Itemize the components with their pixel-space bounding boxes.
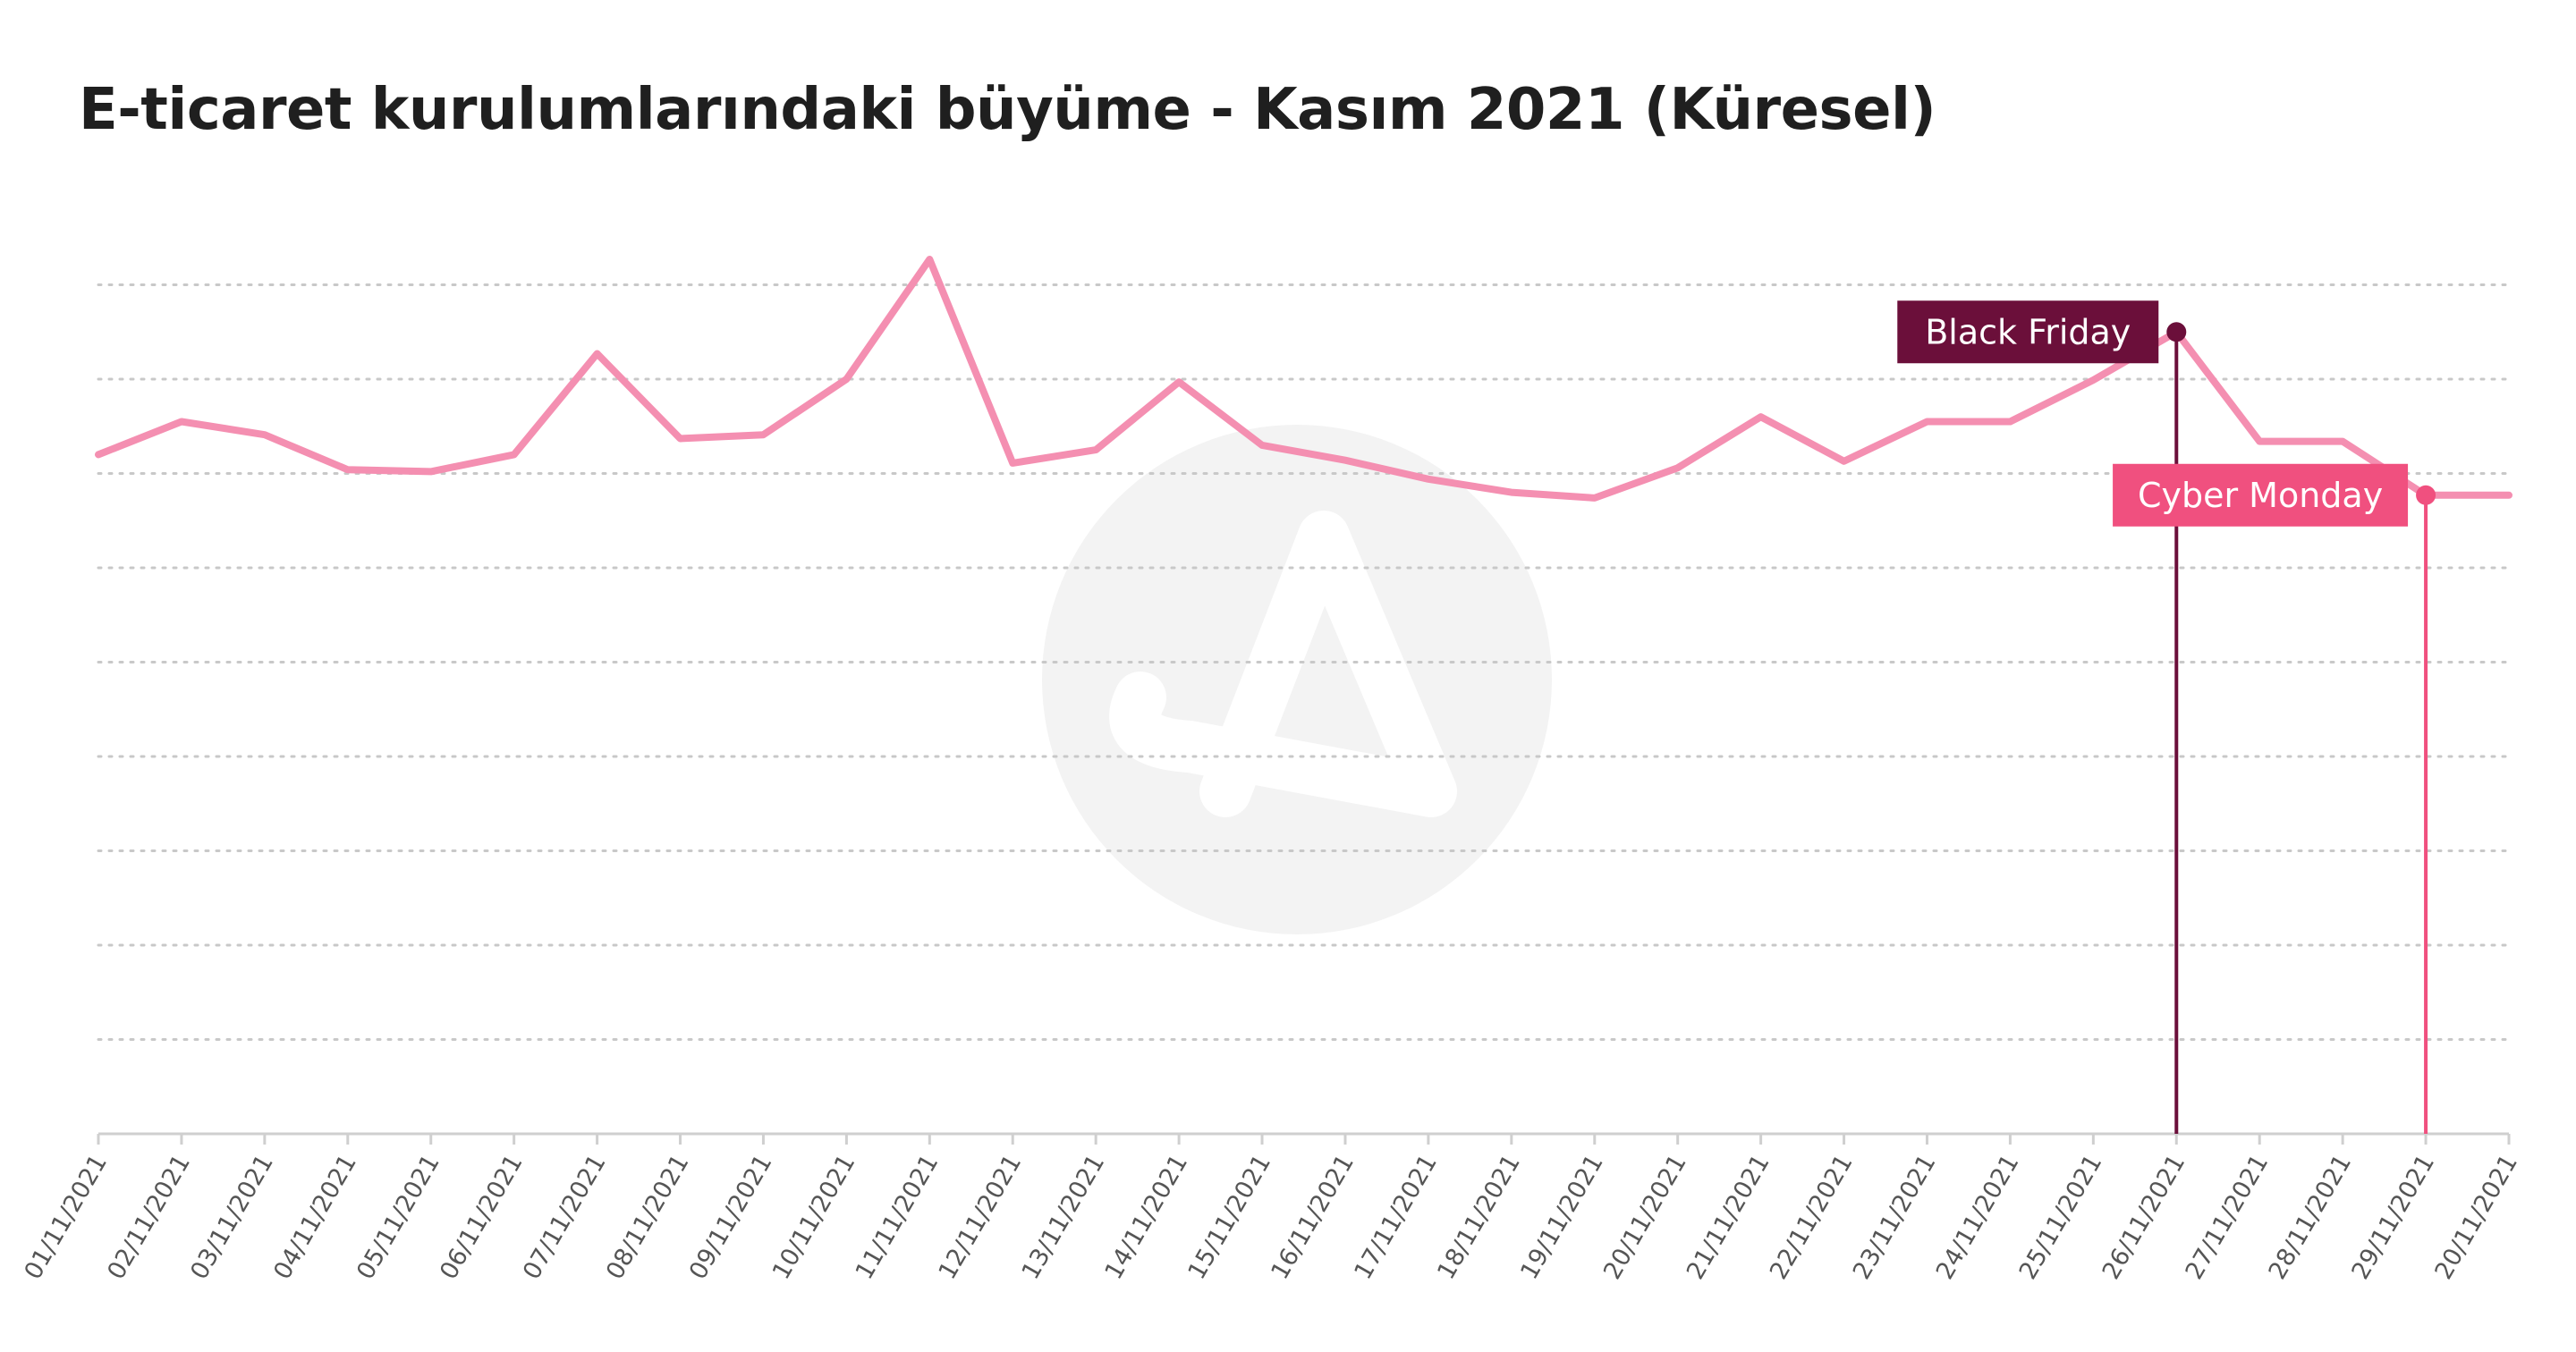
x-tick-label: 29/11/2021 [2346, 1150, 2440, 1284]
x-tick-label: 11/11/2021 [851, 1150, 945, 1284]
x-tick-label: 21/11/2021 [1682, 1150, 1775, 1284]
x-tick-label: 03/11/2021 [185, 1150, 279, 1284]
series-line [95, 256, 2512, 502]
x-tick-label: 19/11/2021 [1515, 1150, 1609, 1284]
x-tick-label: 25/11/2021 [2014, 1150, 2108, 1284]
annotation-label-box [2113, 463, 2409, 527]
annotation-label: Cyber Monday [2138, 476, 2383, 515]
series-line-path [95, 256, 2512, 502]
x-tick-label: 16/11/2021 [1266, 1150, 1360, 1284]
x-tick-label: 22/11/2021 [1765, 1150, 1859, 1284]
x-tick-label: 24/11/2021 [1931, 1150, 2025, 1284]
x-tick-label: 02/11/2021 [102, 1150, 196, 1284]
x-tick-label: 15/11/2021 [1182, 1150, 1276, 1284]
x-tick-label: 09/11/2021 [684, 1150, 778, 1284]
x-tick-label: 28/11/2021 [2264, 1150, 2358, 1284]
x-tick-label: 13/11/2021 [1017, 1150, 1111, 1284]
chart-title: E-ticaret kurulumlarındaki büyüme - Kası… [79, 77, 1936, 143]
x-tick-label: 01/11/2021 [19, 1150, 113, 1284]
x-tick-label: 06/11/2021 [435, 1150, 529, 1284]
annotation-label: Black Friday [1925, 312, 2131, 351]
x-tick-label: 23/11/2021 [1848, 1150, 1942, 1284]
x-tick-label: 07/11/2021 [518, 1150, 612, 1284]
x-tick-label: 08/11/2021 [601, 1150, 695, 1284]
x-tick-label: 04/11/2021 [268, 1150, 362, 1284]
x-tick-label: 27/11/2021 [2181, 1150, 2275, 1284]
x-tick-label: 10/11/2021 [767, 1150, 861, 1284]
annotation-marker [2166, 322, 2187, 342]
x-tick-label: 20/11/2021 [1598, 1150, 1692, 1284]
annotation-marker [2416, 485, 2436, 505]
x-tick-label: 26/11/2021 [2097, 1150, 2191, 1284]
x-axis: 01/11/202102/11/202103/11/202104/11/2021… [19, 1132, 2523, 1284]
x-tick-label: 14/11/2021 [1100, 1150, 1194, 1284]
annotation-label-box [1897, 300, 2159, 364]
x-tick-label: 12/11/2021 [934, 1150, 1028, 1284]
x-tick-label: 20/11/2021 [2429, 1150, 2523, 1284]
x-tick-label: 17/11/2021 [1349, 1150, 1443, 1284]
annotations: Black Friday Cyber Monday [1897, 300, 2436, 1134]
x-tick-label: 05/11/2021 [352, 1150, 445, 1284]
x-tick-label: 18/11/2021 [1432, 1150, 1526, 1284]
adjust-logo-icon [1042, 425, 1552, 934]
grid-lines [97, 283, 2511, 1041]
